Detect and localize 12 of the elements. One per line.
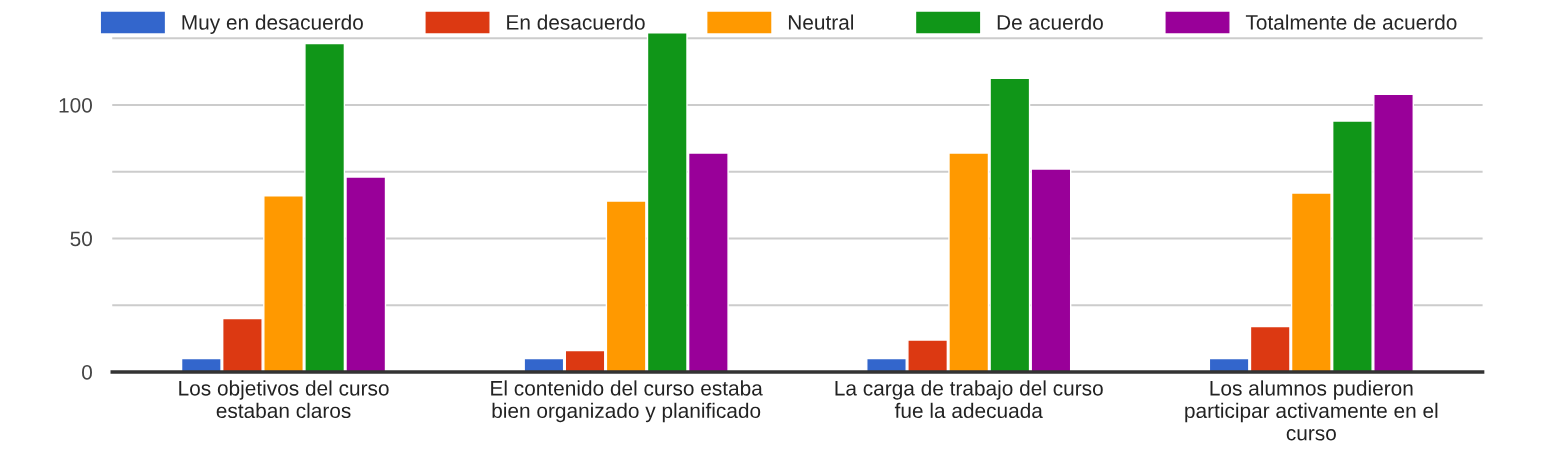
y-tick-label: 0 [82,365,92,380]
x-tick-label: Los objetivos del curso estaban claros [179,380,389,419]
legend-label: Neutral [788,14,854,30]
x-tick-label: La carga de trabajo del curso fue la adecuada [835,380,1103,419]
legend-label: Muy en desacuerdo [182,14,363,34]
y-tick-label: 100 [59,97,92,113]
x-tick-label: Los alumnos pudieron participar activamente en el curso [1185,380,1438,441]
legend-label: Totalmente de acuerdo [1245,14,1457,30]
y-tick-label: 50 [70,231,92,247]
legend-label: De acuerdo [997,14,1103,30]
x-tick-label: El contenido del curso estaba bien organizado y planificado [491,380,763,423]
legend-label: En desacuerdo [507,14,645,30]
